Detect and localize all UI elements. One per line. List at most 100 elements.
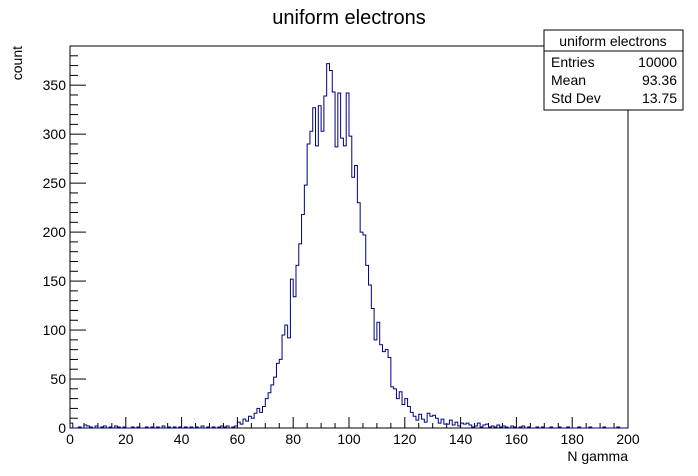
histogram-bin <box>477 423 480 428</box>
histogram-bin <box>514 427 517 428</box>
histogram-bin <box>360 232 363 428</box>
histogram-bin <box>463 424 466 428</box>
histogram-bin <box>366 265 369 428</box>
y-axis: 0 50 100 150 200 250 300 350 <box>43 45 86 436</box>
histogram-bin <box>433 415 436 428</box>
histogram-bin <box>318 106 321 428</box>
histogram-bin <box>162 426 165 428</box>
histogram-bin <box>447 424 450 428</box>
chart-title: uniform electrons <box>272 7 425 29</box>
histogram-bin <box>452 425 455 428</box>
histogram-bin <box>416 420 419 428</box>
histogram-bin <box>285 325 288 428</box>
histogram-bin <box>78 427 81 428</box>
histogram-bin <box>276 363 279 428</box>
stats-std-label: Std Dev <box>551 90 601 106</box>
histogram-bin <box>444 424 447 428</box>
histogram-bin <box>221 426 224 428</box>
histogram-bin <box>341 138 344 428</box>
histogram-bin <box>173 427 176 428</box>
y-axis-label: count <box>9 46 25 80</box>
stats-entries-label: Entries <box>551 54 595 70</box>
histogram-bin <box>408 406 411 428</box>
stats-entries-value: 10000 <box>638 54 677 70</box>
histogram-bin <box>115 426 118 428</box>
histogram-bin <box>254 413 257 428</box>
histogram-bin <box>212 427 215 428</box>
histogram-bin <box>449 420 452 428</box>
histogram-bin <box>207 427 210 428</box>
histogram-bin <box>528 427 531 428</box>
histogram-bin <box>232 427 235 428</box>
histogram-bin <box>617 427 620 428</box>
histogram-bin <box>391 387 394 428</box>
histogram-bin <box>84 425 87 428</box>
histogram-bin <box>307 144 310 428</box>
x-axis-label: N gamma <box>567 448 628 464</box>
histogram-bin <box>483 425 486 428</box>
histogram-bin <box>327 64 330 428</box>
histogram-bin <box>402 404 405 428</box>
histogram-bin <box>313 108 316 428</box>
histogram-bin <box>363 235 366 428</box>
histogram-bin <box>103 426 106 428</box>
histogram-bin <box>405 399 408 428</box>
stats-box: uniform electrons Entries 10000 Mean 93.… <box>543 29 684 111</box>
stats-mean-label: Mean <box>551 72 586 88</box>
histogram-bin <box>491 426 494 428</box>
histogram-bin <box>265 399 268 428</box>
histogram-bin <box>179 427 182 428</box>
histogram-bin <box>321 131 324 428</box>
y-tick-label: 150 <box>43 273 67 289</box>
histogram-bin <box>435 418 438 428</box>
histogram-bin <box>296 265 299 428</box>
histogram-bin <box>494 427 497 428</box>
histogram-bin <box>410 412 413 428</box>
histogram-bin <box>385 350 388 428</box>
histogram-bin <box>196 427 199 428</box>
histogram-bins <box>70 64 620 428</box>
histogram-bin <box>201 426 204 428</box>
histogram-bin <box>346 93 349 428</box>
histogram-bin <box>466 423 469 428</box>
histogram-bin <box>87 426 90 428</box>
histogram-bin <box>117 427 120 428</box>
y-tick-label: 250 <box>43 175 67 191</box>
histogram-bin <box>249 416 252 428</box>
histogram-bin <box>246 421 249 428</box>
histogram-bin <box>424 422 427 428</box>
histogram-bin <box>151 427 154 428</box>
histogram-bin <box>603 427 606 428</box>
histogram-bin <box>382 352 385 428</box>
histogram-bin <box>427 413 430 428</box>
histogram-bin <box>542 427 545 428</box>
y-tick-label: 100 <box>43 322 67 338</box>
x-tick-label: 40 <box>174 431 190 447</box>
histogram-bin <box>226 426 229 428</box>
histogram-bin <box>95 426 98 428</box>
histogram-bin <box>329 70 332 428</box>
x-tick-label: 160 <box>505 431 529 447</box>
histogram-bin <box>324 96 327 428</box>
histogram-bin <box>396 399 399 428</box>
histogram-bin <box>279 359 282 428</box>
histogram-bin <box>90 427 93 428</box>
y-tick-label: 50 <box>50 371 66 387</box>
histogram-bin <box>511 426 514 428</box>
histogram-bin <box>310 131 313 428</box>
histogram-bin <box>380 345 383 428</box>
histogram-bin <box>589 427 592 428</box>
histogram-bin <box>70 423 73 428</box>
histogram-bin <box>190 427 193 428</box>
histogram-bin <box>441 419 444 428</box>
histogram-bin <box>237 422 240 428</box>
histogram-bin <box>352 177 355 428</box>
y-tick-label: 350 <box>43 77 67 93</box>
histogram-bin <box>472 427 475 428</box>
x-tick-label: 20 <box>118 431 134 447</box>
y-tick-label: 300 <box>43 126 67 142</box>
histogram-bin <box>550 427 553 428</box>
histogram-bin <box>274 377 277 428</box>
histogram-bin <box>399 392 402 428</box>
